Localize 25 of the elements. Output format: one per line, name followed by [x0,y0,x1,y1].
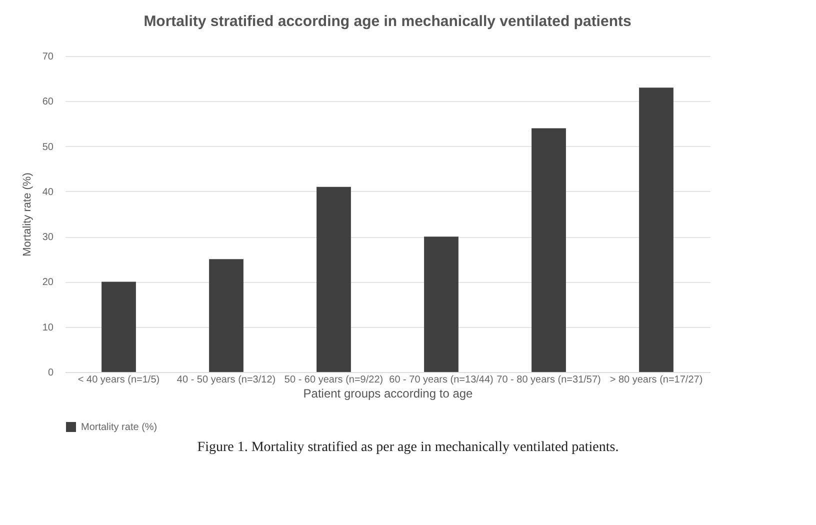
bar [209,259,244,372]
y-tick-label: 60 [42,96,54,108]
y-tick-label: 70 [42,52,54,62]
x-tick-label: > 80 years (n=17/27) [610,374,703,386]
y-tick-label: 10 [42,322,54,334]
y-tick-label: 20 [42,277,54,288]
x-tick-label: 50 - 60 years (n=9/22) [284,374,384,386]
bar [424,236,458,372]
x-tick-label: 60 - 70 years (n=13/44) [389,374,494,386]
y-tick-label: 50 [42,142,54,153]
bar [639,88,674,372]
y-axis-title: Mortality rate (%) [21,172,34,256]
x-axis-title: Patient groups according to age [303,386,474,400]
y-tick-label: 30 [42,232,54,244]
legend-label: Mortality rate (%) [81,422,158,433]
caption: Figure 1. Mortality stratified as per age in mechanically ventilated patients. [196,440,620,456]
bar [316,186,351,372]
x-tick-label: 70 - 80 years (n=31/57) [496,374,601,386]
chart-title: Mortality stratified according age in mechanically ventilated patients [144,13,632,30]
bar [532,128,566,372]
y-tick-label: 0 [48,368,54,378]
x-tick-label: < 40 years (n=1/5) [78,374,160,386]
y-tick-label: 40 [42,186,54,198]
bar [102,282,136,372]
x-tick-label: 40 - 50 years (n=3/12) [176,374,276,386]
